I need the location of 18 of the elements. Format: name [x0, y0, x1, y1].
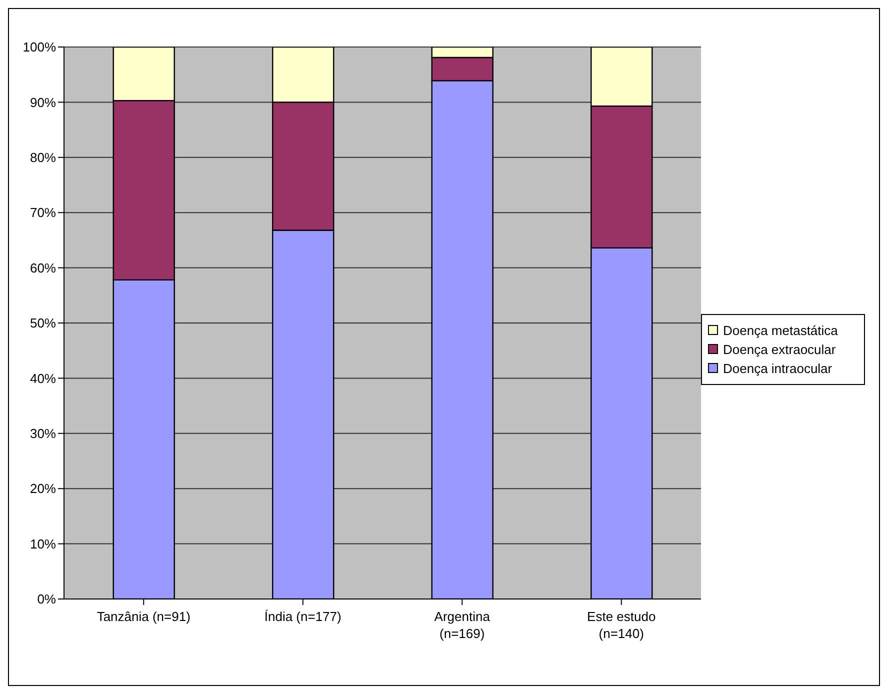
y-tick-label: 50%: [30, 316, 56, 331]
y-tick-label: 70%: [30, 205, 56, 220]
y-tick-label: 30%: [30, 426, 56, 442]
y-tick-label: 40%: [30, 370, 56, 386]
y-tick-label: 90%: [30, 94, 56, 110]
x-tick-label: Este estudo (n=140): [587, 609, 656, 641]
y-tick-label: 80%: [30, 150, 56, 166]
y-tick-label: 60%: [30, 260, 56, 276]
legend-label: Doença intraocular: [723, 360, 832, 376]
legend-label: Doença extraocular: [723, 342, 836, 356]
x-tick-label: Tanzânia (n=91): [96, 609, 190, 624]
legend-label: Doença metastática: [723, 322, 838, 338]
y-tick-label: 100%: [22, 40, 56, 55]
x-tick-label: Argentina (n=169): [434, 609, 491, 641]
y-tick-label: 0%: [37, 592, 56, 607]
x-tick-label: Índia (n=177): [264, 609, 342, 624]
y-tick-label: 10%: [30, 536, 56, 552]
y-tick-label: 20%: [30, 481, 56, 496]
